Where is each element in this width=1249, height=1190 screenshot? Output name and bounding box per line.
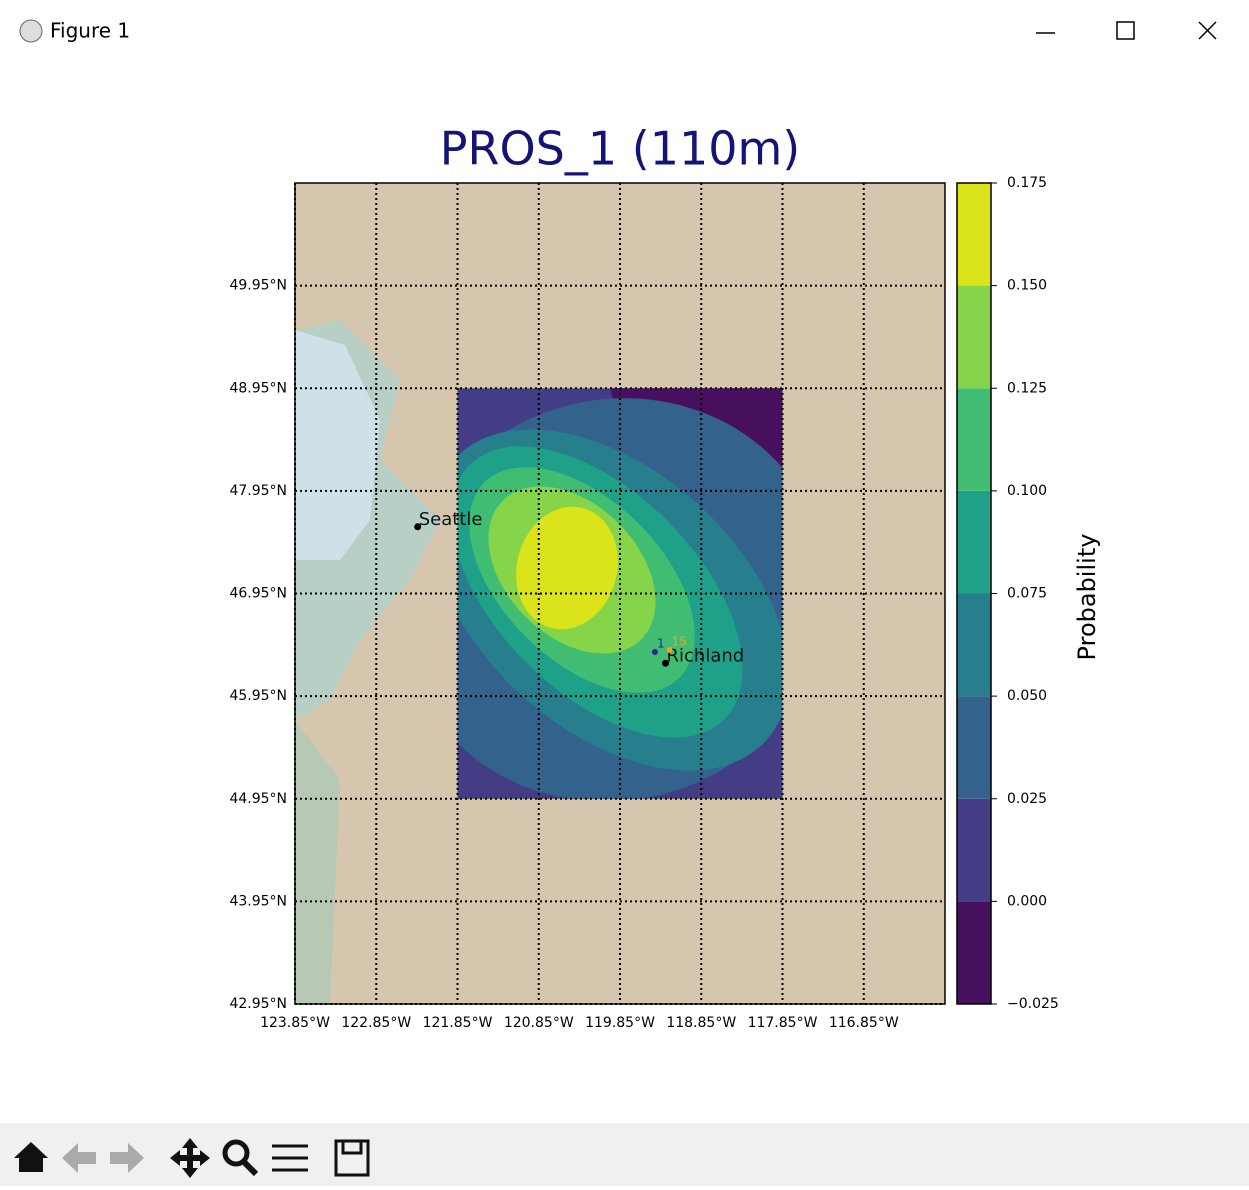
colorbar-tick-label: 0.075	[1007, 586, 1047, 602]
colorbar-band	[957, 388, 991, 491]
y-tick-label: 49.95°N	[229, 278, 287, 294]
y-tick-label: 45.95°N	[229, 688, 287, 704]
colorbar-band	[957, 491, 991, 594]
x-tick-label: 122.85°W	[341, 1015, 411, 1031]
colorbar-tick-label: −0.025	[1007, 996, 1059, 1012]
y-tick-label: 44.95°N	[229, 791, 287, 807]
colorbar-band	[957, 901, 991, 1004]
x-tick-label: 119.85°W	[585, 1015, 655, 1031]
colorbar-band	[957, 696, 991, 799]
x-tick-label: 116.85°W	[829, 1015, 899, 1031]
x-tick-label: 121.85°W	[423, 1015, 493, 1031]
x-tick-label: 123.85°W	[260, 1015, 330, 1031]
y-tick-label: 43.95°N	[229, 893, 287, 909]
colorbar-tick-label: 0.025	[1007, 791, 1047, 807]
colorbar-tick-label: 0.100	[1007, 483, 1047, 499]
x-tick-label: 120.85°W	[504, 1015, 574, 1031]
station-label: 15	[672, 634, 687, 648]
colorbar-tick-label: 0.050	[1007, 688, 1047, 704]
colorbar-tick-label: 0.150	[1007, 278, 1047, 294]
colorbar-tick-label: 0.175	[1007, 175, 1047, 191]
colorbar-band	[957, 799, 991, 902]
colorbar-band	[957, 594, 991, 697]
x-tick-label: 117.85°W	[748, 1015, 818, 1031]
colorbar-band	[957, 183, 991, 286]
window-title: Figure 1	[50, 19, 130, 43]
y-tick-label: 42.95°N	[229, 996, 287, 1012]
colorbar-tick-label: 0.125	[1007, 380, 1047, 396]
colorbar-tick-label: 0.000	[1007, 893, 1047, 909]
station-label: 1	[657, 636, 665, 650]
chart-title: PROS_1 (110m)	[440, 122, 801, 176]
city-label: Seattle	[419, 509, 483, 530]
colorbar-band	[957, 286, 991, 389]
x-tick-label: 118.85°W	[666, 1015, 736, 1031]
colorbar-label: Probability	[1073, 534, 1101, 661]
y-tick-label: 48.95°N	[229, 380, 287, 396]
window: Figure 1 PROS_1 (110m) 123.85°W 122.85°W 1…	[0, 0, 1249, 1186]
app-icon	[20, 20, 42, 42]
y-tick-label: 46.95°N	[229, 586, 287, 602]
y-tick-label: 47.95°N	[229, 483, 287, 499]
